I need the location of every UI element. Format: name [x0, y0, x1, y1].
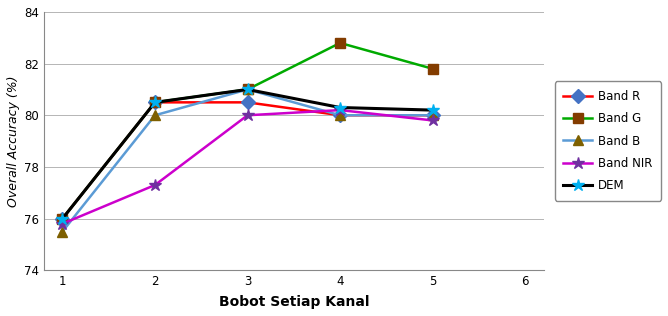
Band R	[151, 100, 159, 104]
Band G	[59, 217, 67, 221]
Legend: Band R, Band G, Band B, Band NIR, DEM: Band R, Band G, Band B, Band NIR, DEM	[554, 82, 661, 201]
Line: Band G: Band G	[57, 38, 438, 223]
Band R	[429, 113, 437, 117]
Y-axis label: Overall Accuracy (%): Overall Accuracy (%)	[7, 75, 20, 207]
Line: Band R: Band R	[57, 98, 438, 223]
Band B	[59, 230, 67, 234]
Band B	[244, 88, 252, 91]
DEM	[336, 106, 344, 109]
DEM	[429, 108, 437, 112]
Band R	[336, 113, 344, 117]
Band NIR	[244, 113, 252, 117]
Band B	[151, 113, 159, 117]
Band B	[429, 113, 437, 117]
Line: Band NIR: Band NIR	[56, 104, 439, 230]
Band R	[59, 217, 67, 221]
Band R	[244, 100, 252, 104]
DEM	[244, 88, 252, 91]
Band NIR	[59, 222, 67, 226]
Line: Band B: Band B	[57, 85, 438, 236]
X-axis label: Bobot Setiap Kanal: Bobot Setiap Kanal	[218, 295, 369, 309]
DEM	[151, 100, 159, 104]
Band NIR	[151, 183, 159, 187]
Band G	[336, 41, 344, 45]
Band G	[151, 100, 159, 104]
Band G	[429, 67, 437, 71]
Band G	[244, 88, 252, 91]
Band B	[336, 113, 344, 117]
Band NIR	[336, 108, 344, 112]
Band NIR	[429, 118, 437, 122]
Line: DEM: DEM	[56, 83, 439, 225]
DEM	[59, 217, 67, 221]
